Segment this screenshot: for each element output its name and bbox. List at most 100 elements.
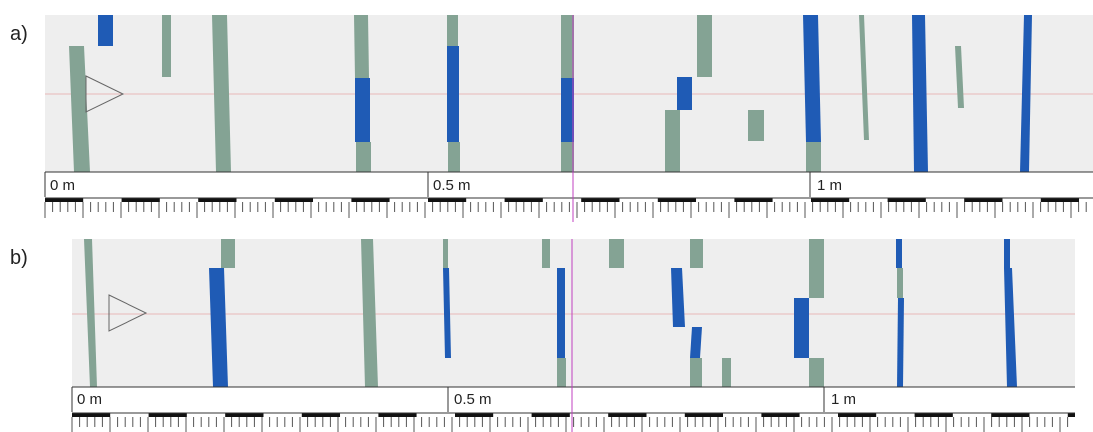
panel-a-scale-label-05: 0.5 m xyxy=(433,177,471,194)
panel-b-ruler-band xyxy=(991,413,1030,417)
panel-a-direction-triangle-icon xyxy=(85,75,125,113)
panel-a-label: a) xyxy=(10,23,28,45)
panel-b-direction-triangle-icon xyxy=(108,294,148,332)
panel-a-ruler xyxy=(44,197,1093,218)
panel-b-segment-green-4 xyxy=(443,239,448,268)
panel-a-segment-green-6 xyxy=(356,142,371,172)
panel-b-segment-blue-5 xyxy=(443,268,451,358)
panel-b-ruler-band xyxy=(416,413,455,417)
panel-b-segment-blue-18 xyxy=(896,239,902,268)
panel-b-ruler-band xyxy=(493,413,532,417)
panel-a-segment-green-13 xyxy=(697,15,712,77)
panel-a-segment-green-7 xyxy=(447,15,458,46)
panel-a-segment-green-12 xyxy=(561,142,574,172)
panel-a-ruler-band xyxy=(734,198,773,202)
panel-a-ruler-band xyxy=(696,198,735,202)
panel-b-ruler-band xyxy=(148,413,187,417)
panel-a-ruler-band xyxy=(581,198,620,202)
panel-b-ruler-band xyxy=(914,413,953,417)
panel-b-segment-green-13 xyxy=(690,358,702,387)
panel-b-ruler-band xyxy=(761,413,800,417)
panel-a-ruler-band xyxy=(887,198,926,202)
panel-a-ruler-band xyxy=(619,198,658,202)
panel-a: a) 0 m 0.5 m 1 m xyxy=(10,15,1093,222)
panel-a-segment-blue-20 xyxy=(912,15,928,172)
panel-b-ruler-band xyxy=(952,413,992,417)
panel-a-ruler-band xyxy=(1040,198,1080,202)
panel-a-ruler-band xyxy=(657,198,697,202)
panel-b-segment-blue-12 xyxy=(690,327,702,358)
panel-b-ruler-band xyxy=(1029,413,1068,417)
panel-b-ruler-band xyxy=(340,413,379,417)
panel-b-segment-blue-7 xyxy=(557,268,565,358)
panel-b-ruler-band xyxy=(72,413,111,417)
panel-b-segment-blue-11 xyxy=(671,268,685,327)
panel-b-segment-green-2 xyxy=(84,239,97,387)
panel-a-segment-green-2 xyxy=(69,46,90,172)
panel-a-ruler-band xyxy=(1079,198,1093,202)
panel-b-ruler-band xyxy=(455,413,494,417)
panel-b-segments xyxy=(84,239,1017,387)
panel-b-ruler-band xyxy=(263,413,302,417)
panel-b-ruler-band xyxy=(301,413,341,417)
panel-b-ruler-band xyxy=(876,413,915,417)
panel-a-segment-green-3 xyxy=(212,15,231,172)
panel-a-ruler-band xyxy=(504,198,543,202)
panel-b-ruler-band xyxy=(110,413,149,417)
panel-b-segment-green-0 xyxy=(221,239,235,268)
panel-b-ruler-band xyxy=(186,413,226,417)
panel-b-segment-green-6 xyxy=(542,239,550,268)
panel-a-ruler-band xyxy=(1002,198,1041,202)
panel-a-segments xyxy=(69,15,1032,172)
panel-a-ruler-band xyxy=(121,198,160,202)
panel-a-ruler-band xyxy=(236,198,275,202)
panel-a-ruler-band xyxy=(45,198,84,202)
panel-b-segment-blue-21 xyxy=(1004,239,1010,268)
panel-b-ruler-band xyxy=(378,413,417,417)
panel-b-segment-green-14 xyxy=(722,358,731,387)
panel-a-segment-blue-11 xyxy=(561,78,574,142)
panel-a-segment-green-16 xyxy=(748,110,764,141)
panel-a-segment-blue-14 xyxy=(677,77,692,110)
panel-a-segment-blue-17 xyxy=(803,15,821,142)
panel-b-ruler-band xyxy=(838,413,877,417)
panel-a-segment-blue-8 xyxy=(447,46,459,142)
panel-a-segment-green-9 xyxy=(448,142,460,172)
panel-b-ruler-band xyxy=(1067,413,1075,417)
panel-a-ruler-band xyxy=(849,198,888,202)
panel-a-ruler-band xyxy=(351,198,390,202)
panel-b-scale-label-1: 1 m xyxy=(831,391,856,408)
panel-a-scale-label-0: 0 m xyxy=(50,177,75,194)
panel-b-ruler-band xyxy=(646,413,685,417)
panel-a-ruler-band xyxy=(198,198,237,202)
panel-a-ruler-band xyxy=(83,198,122,202)
panel-a-segment-green-1 xyxy=(162,15,171,77)
panel-a-ruler-band xyxy=(274,198,314,202)
panel-b-ruler-band xyxy=(569,413,609,417)
panel-b-ruler-band xyxy=(799,413,838,417)
panel-a-ruler-band xyxy=(466,198,505,202)
panel-b-ruler-band xyxy=(684,413,724,417)
panel-a-scale-label-1: 1 m xyxy=(817,177,842,194)
panel-b-segment-green-10 xyxy=(690,239,703,268)
panel-a-ruler-band xyxy=(313,198,352,202)
panel-b-ruler-band xyxy=(723,413,762,417)
panel-b-scale-label-05: 0.5 m xyxy=(454,391,492,408)
panel-b-ruler xyxy=(71,412,1075,432)
panel-a-segment-green-18 xyxy=(806,142,821,172)
panel-a-ruler-band xyxy=(772,198,811,202)
panel-b-segment-green-3 xyxy=(361,239,378,387)
panel-b-segment-green-8 xyxy=(557,358,566,387)
panel-b-segment-blue-16 xyxy=(794,298,809,358)
panel-a-segment-blue-22 xyxy=(1020,15,1032,172)
panel-a-ruler-band xyxy=(428,198,467,202)
panel-b-segment-blue-22 xyxy=(1004,268,1017,387)
panel-b-segment-blue-1 xyxy=(209,268,228,387)
panel-a-segment-green-19 xyxy=(859,15,869,140)
panel-b-segment-green-15 xyxy=(809,239,824,298)
panel-b-ruler-band xyxy=(531,413,570,417)
panel-a-ruler-band xyxy=(389,198,428,202)
panel-a-ruler-band xyxy=(925,198,965,202)
panel-a-segment-green-10 xyxy=(561,15,574,78)
